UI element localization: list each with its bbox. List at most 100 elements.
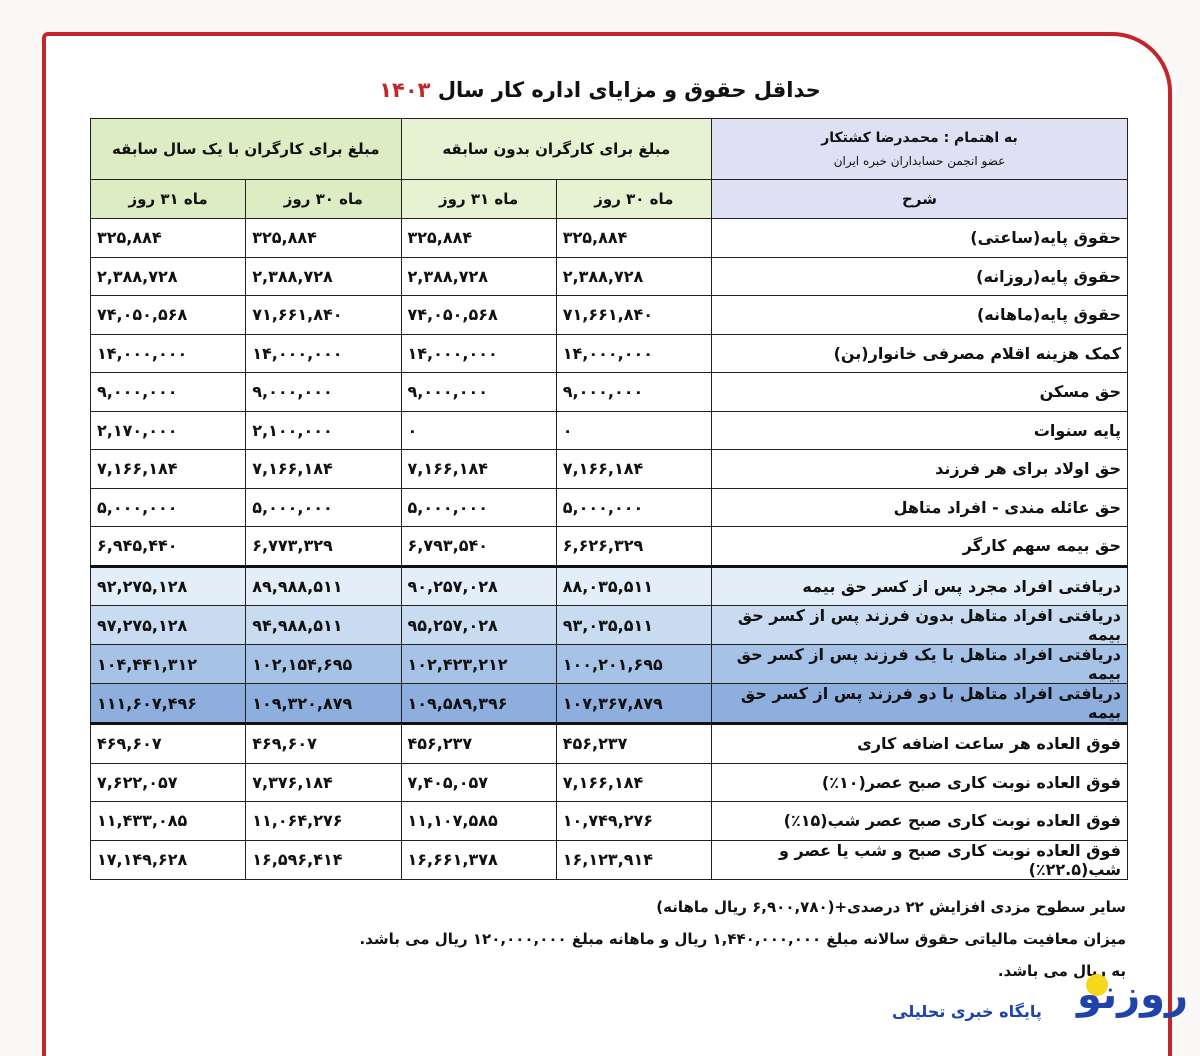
row-label: پایه سنوات [711, 410, 1128, 450]
value-cell: ۷۱,۶۶۱,۸۴۰ [555, 295, 713, 335]
title-text: حداقل حقوق و مزایای اداره کار سال [437, 78, 821, 102]
logo: روزنو پایگاه خبری تحلیلی [888, 972, 1188, 1032]
value-cell: ۳۲۵,۸۸۴ [245, 218, 402, 258]
value-cell: ۱۶,۶۶۱,۳۷۸ [400, 839, 557, 880]
note-tax-exemption: میزان معافیت مالیاتی حقوق سالانه مبلغ ۱,… [359, 930, 1126, 948]
page-title: حداقل حقوق و مزایای اداره کار سال ۱۴۰۳ [0, 78, 1200, 102]
value-cell: ۹۴,۹۸۸,۵۱۱ [245, 605, 402, 645]
row-label: حقوق پایه(ساعتی) [711, 218, 1128, 258]
value-cell: ۲,۳۸۸,۷۲۸ [400, 256, 557, 296]
value-cell: ۵,۰۰۰,۰۰۰ [400, 487, 557, 527]
value-cell: ۱۰۹,۵۸۹,۳۹۶ [400, 683, 557, 724]
row-label: فوق العاده نوبت کاری صبح عصر شب(۱۵٪) [711, 801, 1128, 841]
table-row: کمک هزینه اقلام مصرفی خانوار(بن) ۱۴,۰۰۰,۰… [89, 333, 1128, 373]
value-cell: ۱۶,۵۹۶,۴۱۴ [245, 839, 402, 880]
value-cell: ۸۹,۹۸۸,۵۱۱ [245, 564, 402, 606]
value-cell: ۷,۳۷۶,۱۸۴ [245, 762, 402, 802]
value-cell: ۱۷,۱۴۹,۶۲۸ [89, 839, 247, 880]
table-row: حقوق پایه(روزانه) ۲,۳۸۸,۷۲۸ ۲,۳۸۸,۷۲۸ ۲,۳۸۸… [89, 256, 1128, 296]
row-label: حقوق پایه(روزانه) [711, 256, 1128, 296]
row-label: حق عائله مندی - افراد متاهل [711, 487, 1128, 527]
value-cell: ۴۶۹,۶۰۷ [245, 722, 402, 764]
credit-author: به اهتمام : محمدرضا کشتکار [821, 130, 1018, 146]
value-cell: ۶,۶۲۶,۳۲۹ [555, 526, 713, 567]
row-label: حق اولاد برای هر فرزند [711, 449, 1128, 489]
value-cell: ۹۲,۲۷۵,۱۲۸ [89, 564, 247, 606]
row-label: حق بیمه سهم کارگر [711, 526, 1128, 567]
logo-tagline: پایگاه خبری تحلیلی [888, 1002, 1046, 1021]
row-label: دریافتی افراد متاهل با دو فرزند پس از کس… [711, 683, 1128, 724]
table-row: حقوق پایه(ماهانه) ۷۱,۶۶۱,۸۴۰ ۷۴,۰۵۰,۵۶۸ ۷۱,… [89, 295, 1128, 335]
group-header-no-experience: مبلغ برای کارگران بدون سابقه [400, 118, 712, 180]
value-cell: ۲,۳۸۸,۷۲۸ [245, 256, 402, 296]
value-cell: ۲,۱۷۰,۰۰۰ [89, 410, 247, 450]
row-label: حق مسکن [711, 372, 1128, 412]
value-cell: ۷,۱۶۶,۱۸۴ [400, 449, 557, 489]
value-cell: ۷,۱۶۶,۱۸۴ [555, 449, 713, 489]
value-cell: ۱۰,۷۴۹,۲۷۶ [555, 801, 713, 841]
value-cell: ۳۲۵,۸۸۴ [89, 218, 247, 258]
value-cell: ۱۴,۰۰۰,۰۰۰ [89, 333, 247, 373]
table-row: دریافتی افراد متاهل با یک فرزند پس از کس… [89, 644, 1128, 684]
logo-mark: روزنو [1076, 972, 1188, 1018]
logo-dot-icon [1086, 974, 1108, 996]
value-cell: ۱۰۷,۳۶۷,۸۷۹ [555, 683, 713, 724]
group-header-one-year: مبلغ برای کارگران با یک سال سابقه [90, 118, 402, 180]
value-cell: ۷۱,۶۶۱,۸۴۰ [245, 295, 402, 335]
value-cell: ۲,۱۰۰,۰۰۰ [245, 410, 402, 450]
column-header-30-days: ماه ۳۰ روز [555, 179, 713, 219]
value-cell: ۶,۷۹۳,۵۴۰ [400, 526, 557, 567]
row-label: دریافتی افراد متاهل بدون فرزند پس از کسر… [711, 605, 1128, 645]
table-row: فوق العاده نوبت کاری صبح عصر(۱۰٪) ۷,۱۶۶,۱… [89, 762, 1128, 802]
value-cell: ۱۱۱,۶۰۷,۴۹۶ [89, 683, 247, 724]
row-label: حقوق پایه(ماهانه) [711, 295, 1128, 335]
column-header-desc: شرح [711, 179, 1128, 219]
value-cell: ۷,۱۶۶,۱۸۴ [89, 449, 247, 489]
wage-table: به اهتمام : محمدرضا کشتکار عضو انجمن حسا… [89, 118, 1128, 880]
table-row: حق مسکن ۹,۰۰۰,۰۰۰ ۹,۰۰۰,۰۰۰ ۹,۰۰۰,۰۰۰ ۹,۰۰۰,… [89, 372, 1128, 412]
value-cell: ۳۲۵,۸۸۴ [400, 218, 557, 258]
table-row: حق عائله مندی - افراد متاهل ۵,۰۰۰,۰۰۰ ۵,۰۰… [89, 487, 1128, 527]
value-cell: ۱۰۲,۱۵۴,۶۹۵ [245, 644, 402, 684]
value-cell: ۹,۰۰۰,۰۰۰ [400, 372, 557, 412]
table-row: فوق العاده نوبت کاری صبح عصر شب(۱۵٪) ۱۰,۷… [89, 801, 1128, 841]
value-cell: ۸۸,۰۳۵,۵۱۱ [555, 564, 713, 606]
row-label: دریافتی افراد مجرد پس از کسر حق بیمه [711, 564, 1128, 606]
row-label: فوق العاده نوبت کاری صبح و شب یا عصر و ش… [711, 839, 1128, 880]
value-cell: ۲,۳۸۸,۷۲۸ [89, 256, 247, 296]
value-cell: ۹,۰۰۰,۰۰۰ [89, 372, 247, 412]
value-cell: ۷۴,۰۵۰,۵۶۸ [89, 295, 247, 335]
value-cell: ۷,۴۰۵,۰۵۷ [400, 762, 557, 802]
note-wage-increase: سایر سطوح مزدی افزایش ۲۲ درصدی+(۶,۹۰۰,۷۸… [656, 898, 1126, 916]
column-header-31-days: ماه ۳۱ روز [400, 179, 557, 219]
value-cell: ۱۰۴,۴۴۱,۳۱۲ [89, 644, 247, 684]
column-header-31-days: ماه ۳۱ روز [89, 179, 247, 219]
value-cell: ۱۰۰,۲۰۱,۶۹۵ [555, 644, 713, 684]
value-cell: ۳۲۵,۸۸۴ [555, 218, 713, 258]
table-row: فوق العاده هر ساعت اضافه کاری ۴۵۶,۲۳۷ ۴۵۶,… [89, 722, 1128, 764]
table-row: فوق العاده نوبت کاری صبح و شب یا عصر و ش… [89, 839, 1128, 880]
column-header-30-days: ماه ۳۰ روز [245, 179, 402, 219]
value-cell: ۹,۰۰۰,۰۰۰ [245, 372, 402, 412]
value-cell: ۴۵۶,۲۳۷ [555, 722, 713, 764]
value-cell: ۴۵۶,۲۳۷ [400, 722, 557, 764]
table-row: حق بیمه سهم کارگر ۶,۶۲۶,۳۲۹ ۶,۷۹۳,۵۴۰ ۶,۷۷۳… [89, 526, 1128, 567]
value-cell: ۶,۹۴۵,۴۴۰ [89, 526, 247, 567]
value-cell: ۹,۰۰۰,۰۰۰ [555, 372, 713, 412]
value-cell: ۲,۳۸۸,۷۲۸ [555, 256, 713, 296]
credit-cell: به اهتمام : محمدرضا کشتکار عضو انجمن حسا… [711, 118, 1128, 180]
table-row: دریافتی افراد متاهل بدون فرزند پس از کسر… [89, 605, 1128, 645]
value-cell: ۴۶۹,۶۰۷ [89, 722, 247, 764]
value-cell: ۵,۰۰۰,۰۰۰ [89, 487, 247, 527]
value-cell: ۷,۱۶۶,۱۸۴ [245, 449, 402, 489]
value-cell: ۹۰,۲۵۷,۰۲۸ [400, 564, 557, 606]
table-row: دریافتی افراد مجرد پس از کسر حق بیمه ۸۸,۰… [89, 564, 1128, 606]
value-cell: ۷,۶۲۲,۰۵۷ [89, 762, 247, 802]
table-row: حق اولاد برای هر فرزند ۷,۱۶۶,۱۸۴ ۷,۱۶۶,۱۸۴… [89, 449, 1128, 489]
table-row: دریافتی افراد متاهل با دو فرزند پس از کس… [89, 683, 1128, 724]
row-label: کمک هزینه اقلام مصرفی خانوار(بن) [711, 333, 1128, 373]
value-cell: ۱۱,۴۳۳,۰۸۵ [89, 801, 247, 841]
value-cell: ۱۰۲,۴۲۳,۲۱۲ [400, 644, 557, 684]
credit-affiliation: عضو انجمن حسابداران خبره ایران [833, 154, 1006, 168]
table-row: پایه سنوات ۰ ۰ ۲,۱۰۰,۰۰۰ ۲,۱۷۰,۰۰۰ [89, 410, 1128, 450]
